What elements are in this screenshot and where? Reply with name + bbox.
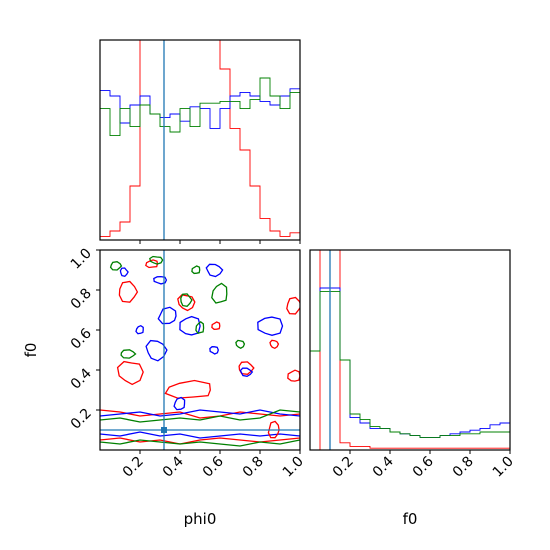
joint-xtick-label: 1.0: [280, 454, 307, 481]
contour-blob-chain_c-29: [180, 293, 193, 307]
joint-frame: [99, 249, 301, 451]
contour-band-chain_a-1: [100, 437, 300, 445]
phi0-hist-chain_c: [100, 77, 300, 240]
f0-marginal-xtick-label: 0.8: [450, 454, 477, 481]
y-axis-label-f0: f0: [22, 343, 40, 358]
contour-blob-chain_b-25: [135, 324, 144, 335]
contour-band-chain_b-3: [100, 431, 300, 439]
contour-blob-chain_a-15: [287, 369, 300, 382]
contour-blob-chain_c-34: [191, 265, 201, 275]
contour-blob-chain_c-28: [211, 282, 228, 304]
contour-blob-chain_a-12: [211, 321, 221, 330]
contour-blob-chain_c-32: [120, 349, 137, 359]
contour-blob-chain_a-13: [286, 296, 300, 315]
joint-xtick-label: 0.4: [160, 453, 187, 480]
phi0-hist-chain_a: [100, 40, 300, 240]
contour-blob-chain_b-21: [257, 316, 284, 336]
contour-blob-chain_b-24: [153, 275, 168, 285]
contour-blob-chain_a-6: [164, 379, 211, 399]
joint-xtick-label: 0.6: [200, 453, 227, 480]
f0-marginal-xtick-label: 1.0: [490, 454, 517, 481]
f0-hist-chain_c: [310, 291, 510, 450]
contour-blob-chain_a-7: [238, 361, 255, 375]
axis-ticks: [96, 240, 511, 454]
contour-band-chain_c-5: [100, 439, 300, 447]
phi0-f0-contour-panel: [100, 250, 300, 450]
joint-ytick-label: 0.8: [68, 286, 95, 313]
contour-blob-chain_a-10: [118, 280, 139, 303]
contour-blob-chain_c-33: [235, 339, 246, 349]
contour-blob-chain_b-22: [173, 396, 186, 411]
phi0-marginal-histogram: [100, 40, 300, 240]
contour-blob-chain_b-17: [145, 339, 168, 362]
contour-blob-chain_b-27: [209, 346, 219, 355]
contour-blob-chain_b-19: [157, 306, 177, 325]
contour-blob-chain_c-30: [149, 255, 164, 265]
phi0-marginal-frame: [99, 39, 301, 241]
joint-ytick-label: 0.4: [68, 365, 95, 392]
f0-marginal-xtick-label: 0.2: [330, 454, 357, 481]
joint-truth-marker: [161, 427, 167, 433]
x-axis-label-phi0: phi0: [184, 510, 217, 528]
contour-band-chain_c-4: [100, 409, 300, 423]
x-axis-label-f0: f0: [403, 510, 418, 528]
f0-marginal-frame: [309, 249, 511, 451]
joint-ytick-label: 1.0: [68, 246, 95, 273]
contour-blob-chain_a-8: [116, 360, 144, 386]
joint-ytick-label: 0.6: [68, 325, 95, 352]
f0-marginal-xtick-label: 0.6: [410, 453, 437, 480]
f0-hist-chain_a: [310, 250, 510, 450]
contour-blob-chain_c-35: [109, 261, 123, 271]
contour-blob-chain_c-31: [195, 320, 205, 334]
contour-blob-chain_b-23: [239, 367, 254, 377]
f0-marginal-xtick-label: 0.4: [370, 453, 397, 480]
contour-blob-chain_a-9: [145, 259, 159, 269]
joint-ytick-label: 0.2: [68, 406, 95, 433]
f0-marginal-histogram: [310, 250, 510, 450]
joint-xtick-label: 0.8: [240, 454, 267, 481]
contour-blob-chain_b-18: [179, 315, 201, 336]
contour-blob-chain_b-20: [205, 263, 224, 278]
contour-blob-chain_a-11: [177, 294, 196, 312]
contour-blob-chain_b-26: [119, 267, 129, 278]
joint-xtick-label: 0.2: [120, 454, 147, 481]
contour-blob-chain_a-14: [269, 339, 280, 350]
contour-band-chain_b-2: [100, 409, 300, 417]
